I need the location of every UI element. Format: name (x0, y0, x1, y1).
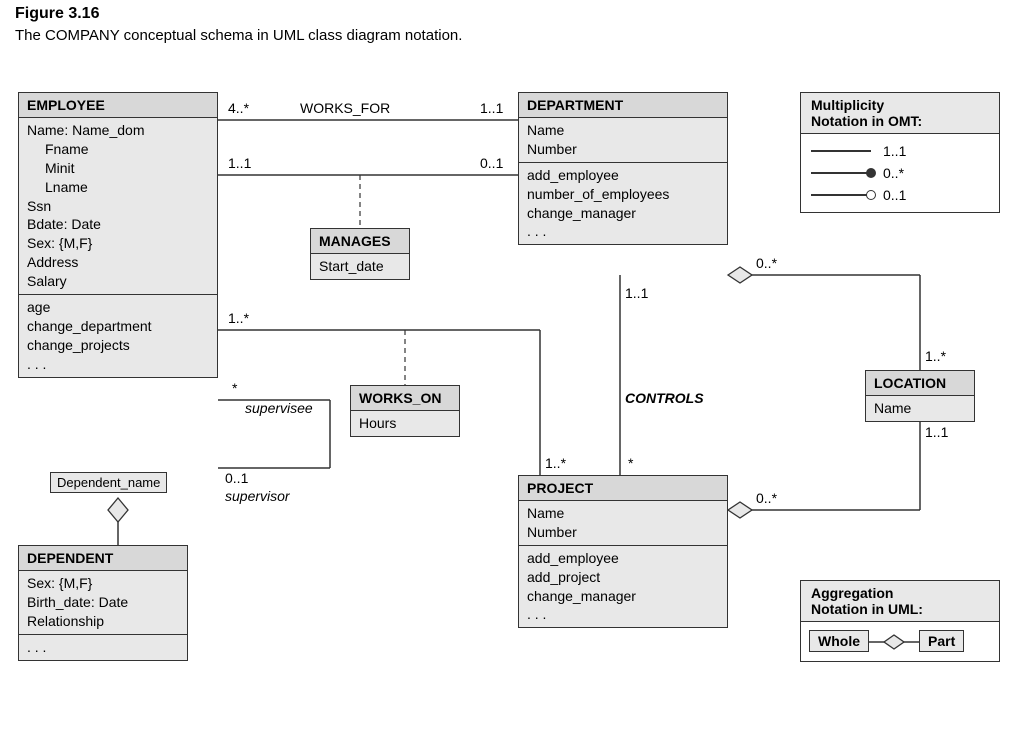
class-employee: EMPLOYEE Name: Name_dom Fname Minit Lnam… (18, 92, 218, 378)
figure-caption: The COMPANY conceptual schema in UML cla… (15, 27, 462, 44)
class-title: DEPARTMENT (519, 93, 727, 117)
legend-body: 1..1 0..* 0..1 (801, 133, 999, 212)
mult: 1..* (545, 455, 566, 471)
class-ops: . . . (19, 634, 187, 660)
line-open-icon (811, 194, 871, 196)
mult: 1..* (228, 310, 249, 326)
mult: 1..1 (925, 424, 948, 440)
class-title: EMPLOYEE (19, 93, 217, 117)
mult: 1..1 (480, 100, 503, 116)
figure-number: Figure 3.16 (15, 5, 99, 23)
class-attrs: Name Number (519, 500, 727, 545)
class-ops: age change_department change_projects . … (19, 294, 217, 377)
qualifier-dependent-name: Dependent_name (50, 472, 167, 493)
class-department: DEPARTMENT Name Number add_employee numb… (518, 92, 728, 245)
line-filled-icon (811, 172, 871, 174)
class-title: WORKS_ON (351, 386, 459, 410)
role-supervisor: supervisor (225, 488, 290, 504)
legend-omt: Multiplicity Notation in OMT: 1..1 0..* … (800, 92, 1000, 213)
mult: 0..* (756, 255, 777, 271)
role-supervisee: supervisee (245, 400, 313, 416)
legend-title: Multiplicity Notation in OMT: (801, 93, 999, 133)
label-controls: CONTROLS (625, 390, 704, 406)
mult: 1..1 (228, 155, 251, 171)
class-attrs: Name Number (519, 117, 727, 162)
mult: * (628, 455, 633, 471)
class-attrs: Name (866, 395, 974, 421)
part-box: Part (919, 630, 964, 652)
legend-row: 0..1 (811, 184, 989, 206)
class-title: PROJECT (519, 476, 727, 500)
mult: 0..* (756, 490, 777, 506)
class-title: MANAGES (311, 229, 409, 253)
class-title: DEPENDENT (19, 546, 187, 570)
class-location: LOCATION Name (865, 370, 975, 422)
mult: 0..1 (480, 155, 503, 171)
class-works-on: WORKS_ON Hours (350, 385, 460, 437)
class-manages: MANAGES Start_date (310, 228, 410, 280)
class-ops: add_employee number_of_employees change_… (519, 162, 727, 245)
class-ops: add_employee add_project change_manager … (519, 545, 727, 628)
class-project: PROJECT Name Number add_employee add_pro… (518, 475, 728, 628)
mult: * (232, 380, 237, 396)
mult: 1..* (925, 348, 946, 364)
legend-row: 1..1 (811, 140, 989, 162)
mult: 4..* (228, 100, 249, 116)
legend-row: 0..* (811, 162, 989, 184)
line-plain-icon (811, 150, 871, 152)
legend-body: Whole Part (801, 621, 999, 661)
whole-box: Whole (809, 630, 869, 652)
legend-title: Aggregation Notation in UML: (801, 581, 999, 621)
diamond-icon (869, 632, 919, 652)
label-works-for: WORKS_FOR (300, 100, 390, 116)
class-attrs: Hours (351, 410, 459, 436)
mult: 1..1 (625, 285, 648, 301)
legend-aggregation: Aggregation Notation in UML: Whole Part (800, 580, 1000, 662)
class-attrs: Name: Name_dom Fname Minit Lname Ssn Bda… (19, 117, 217, 294)
class-dependent: DEPENDENT Sex: {M,F} Birth_date: Date Re… (18, 545, 188, 661)
class-attrs: Sex: {M,F} Birth_date: Date Relationship (19, 570, 187, 634)
mult: 0..1 (225, 470, 248, 486)
class-attrs: Start_date (311, 253, 409, 279)
class-title: LOCATION (866, 371, 974, 395)
